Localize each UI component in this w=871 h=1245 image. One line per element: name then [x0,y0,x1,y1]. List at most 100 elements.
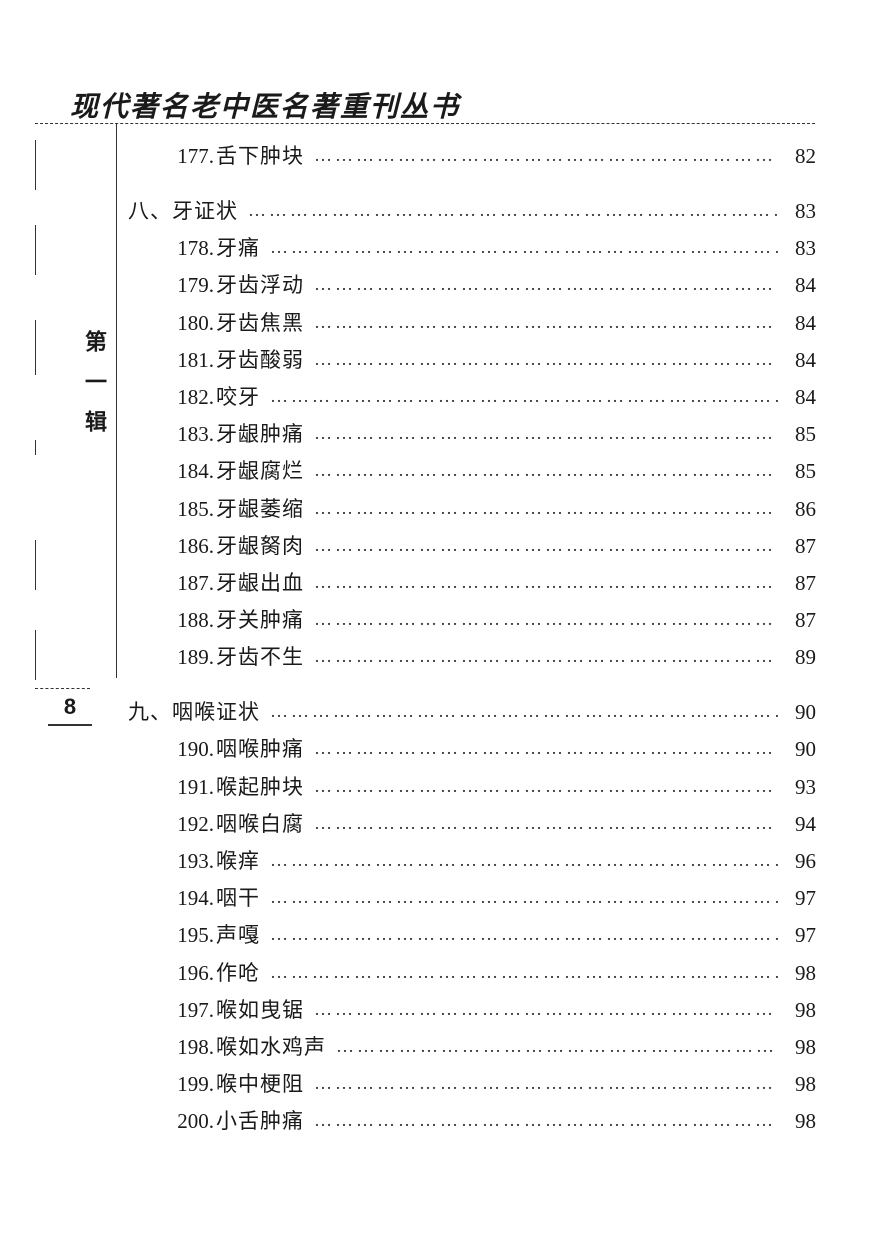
toc-leader-dots: …………………………………………………………………… [270,888,778,906]
toc-entry: 192.咽喉白腐 …………………………………………………………………… 94 [128,814,816,835]
toc-number: 199. [162,1074,214,1095]
toc-section-heading: 九、咽喉证状……………………………………………………………………90 [128,702,816,723]
toc-label: 喉如水鸡声 [216,1037,326,1058]
toc-number: 192. [162,814,214,835]
toc-entry: 184.牙龈腐烂……………………………………………………………………85 [128,461,816,482]
toc-leader-dots: …………………………………………………………………… [314,739,778,757]
toc-leader-dots: …………………………………………………………………… [270,387,778,405]
toc-page: 86 [786,499,816,520]
toc-entry: 188.牙关肿痛……………………………………………………………………87 [128,610,816,631]
toc-section-heading: 八、牙证状 …………………………………………………………………… 83 [128,201,816,222]
toc-label: 咽喉证状 [172,702,260,723]
toc-page: 84 [786,387,816,408]
toc-number: 197. [162,1000,214,1021]
toc-label: 喉中梗阻 [216,1074,304,1095]
toc-page: 83 [786,201,816,222]
margin-mark [35,320,36,375]
toc-leader-dots: …………………………………………………………………… [314,275,778,293]
toc-number: 195. [162,925,214,946]
toc-number: 180. [162,313,214,334]
toc-entry: 186.牙龈胬肉……………………………………………………………………87 [128,536,816,557]
toc-leader-dots: …………………………………………………………………… [270,963,778,981]
toc-number: 196. [162,963,214,984]
toc-page: 82 [786,146,816,167]
toc-leader-dots: …………………………………………………………………… [314,499,778,517]
toc-entry: 199.喉中梗阻……………………………………………………………………98 [128,1074,816,1095]
margin-mark [35,440,36,455]
toc-label: 咽喉白腐 [216,814,304,835]
toc-number: 182. [162,387,214,408]
toc-label: 牙齿酸弱 [216,350,304,371]
toc-number: 200. [162,1111,214,1132]
divider-bottom [35,688,90,689]
toc-label: 喉痒 [216,851,260,872]
toc-leader-dots: …………………………………………………………………… [314,461,778,479]
toc-leader-dots: …………………………………………………………………… [314,350,778,368]
toc-label: 舌下肿块 [216,146,304,167]
toc-label: 喉起肿块 [216,777,304,798]
toc-page: 93 [786,777,816,798]
toc-label: 牙齿浮动 [216,275,304,296]
toc-page: 98 [786,1037,816,1058]
toc-label: 牙龈肿痛 [216,424,304,445]
toc-number: 184. [162,461,214,482]
divider-vertical [116,123,117,678]
toc-entry: 182.咬牙 …………………………………………………………………… 84 [128,387,816,408]
toc-leader-dots: …………………………………………………………………… [314,146,778,164]
toc-number: 183. [162,424,214,445]
toc-number: 186. [162,536,214,557]
toc-page: 83 [786,238,816,259]
toc-entry: 189.牙齿不生……………………………………………………………………89 [128,647,816,668]
toc-label: 小舌肿痛 [216,1111,304,1132]
divider-top [35,123,815,124]
toc-label: 声嘎 [216,925,260,946]
toc-entry: 183.牙龈肿痛……………………………………………………………………85 [128,424,816,445]
toc-label: 牙齿焦黑 [216,313,304,334]
volume-label: 第一辑 [78,330,110,450]
toc-leader-dots: …………………………………………………………………… [314,573,778,591]
toc-entry: 200.小舌肿痛……………………………………………………………………98 [128,1111,816,1132]
toc-leader-dots: …………………………………………………………………… [314,814,778,832]
toc-entry: 177.舌下肿块 …………………………………………………………………… 82 [128,146,816,167]
toc-page: 96 [786,851,816,872]
toc-entry: 198.喉如水鸡声……………………………………………………………………98 [128,1037,816,1058]
toc-number: 179. [162,275,214,296]
toc-entry: 197.喉如曳锯……………………………………………………………………98 [128,1000,816,1021]
toc-number: 194. [162,888,214,909]
book-series-title: 现代著名老中医名著重刊丛书 [70,85,460,125]
toc-page: 98 [786,1000,816,1021]
table-of-contents: 177.舌下肿块 …………………………………………………………………… 82 八、牙证… [128,140,816,1149]
toc-label: 牙齿不生 [216,647,304,668]
toc-label: 作呛 [216,963,260,984]
toc-leader-dots: …………………………………………………………………… [314,313,778,331]
toc-entry: 181.牙齿酸弱……………………………………………………………………84 [128,350,816,371]
toc-entry: 178.牙痛……………………………………………………………………83 [128,238,816,259]
toc-entry: 195.声嘎……………………………………………………………………97 [128,925,816,946]
toc-page: 85 [786,461,816,482]
toc-entry: 185.牙龈萎缩……………………………………………………………………86 [128,499,816,520]
toc-number: 九、 [128,702,172,723]
toc-label: 牙龈胬肉 [216,536,304,557]
toc-page: 97 [786,888,816,909]
toc-entry: 190.咽喉肿痛……………………………………………………………………90 [128,739,816,760]
toc-entry: 193.喉痒……………………………………………………………………96 [128,851,816,872]
toc-label: 牙证状 [172,201,238,222]
toc-number: 188. [162,610,214,631]
toc-number: 八、 [128,201,172,222]
toc-leader-dots: …………………………………………………………………… [314,1000,778,1018]
toc-number: 177. [162,146,214,167]
toc-entry: 179.牙齿浮动……………………………………………………………………84 [128,275,816,296]
toc-page: 87 [786,573,816,594]
toc-leader-dots: …………………………………………………………………… [270,702,778,720]
toc-entry: 187.牙龈出血……………………………………………………………………87 [128,573,816,594]
toc-page: 98 [786,1111,816,1132]
toc-leader-dots: …………………………………………………………………… [314,1074,778,1092]
toc-label: 咬牙 [216,387,260,408]
toc-number: 193. [162,851,214,872]
toc-leader-dots: …………………………………………………………………… [270,238,778,256]
toc-number: 181. [162,350,214,371]
toc-leader-dots: …………………………………………………………………… [314,610,778,628]
toc-leader-dots: …………………………………………………………………… [248,201,778,219]
toc-page: 94 [786,814,816,835]
toc-number: 178. [162,238,214,259]
